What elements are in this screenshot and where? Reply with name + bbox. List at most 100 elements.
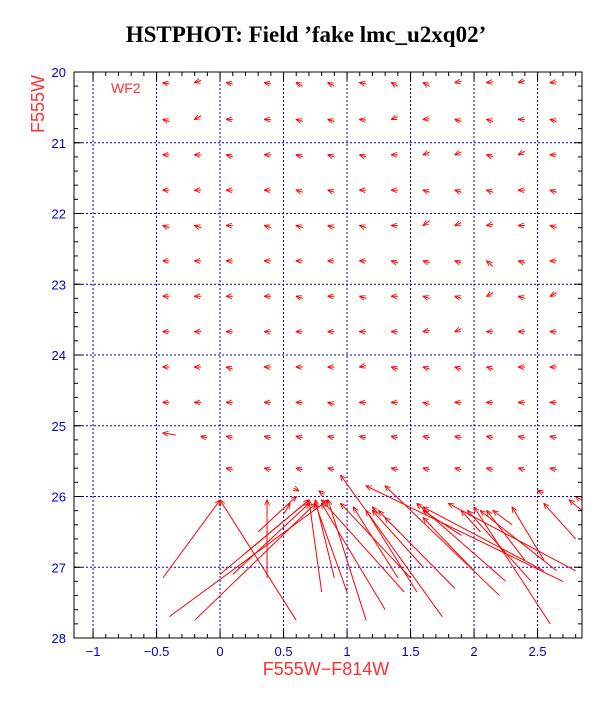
vector-arrow — [226, 83, 233, 84]
vector-arrow — [163, 119, 170, 121]
vector-arrow — [315, 504, 348, 593]
vector-arrow — [423, 330, 430, 331]
vector-arrow — [265, 83, 271, 84]
grid-lines — [74, 72, 582, 638]
vector-arrow — [455, 296, 462, 298]
vector-arrow — [366, 486, 564, 582]
vector-arrow — [569, 500, 582, 512]
x-tick-label: 0 — [216, 644, 223, 659]
vector-arrow — [360, 436, 367, 437]
vector-arrow — [487, 511, 526, 561]
vector-arrow — [201, 436, 208, 437]
vector-arrow — [162, 500, 220, 579]
vector-arrow — [283, 504, 290, 515]
vector-arrow — [423, 511, 462, 536]
vector-arrow — [296, 436, 303, 437]
vector-arrow — [455, 329, 462, 332]
vector-arrow — [294, 488, 299, 491]
vector-arrow — [328, 402, 335, 404]
vector-arrow — [550, 226, 557, 228]
vector-arrow — [392, 261, 399, 263]
vector-arrow — [392, 436, 398, 437]
vector-arrow — [328, 119, 335, 121]
vector-arrow — [423, 507, 545, 572]
vector-arrow — [379, 511, 386, 519]
vector-arrow — [296, 119, 303, 121]
vector-arrow — [322, 500, 405, 593]
y-tick-label: 24 — [52, 348, 66, 363]
y-tick-label: 26 — [52, 490, 66, 505]
chart-title: HSTPHOT: Field ’fake lmc_u2xq02’ — [125, 22, 487, 47]
x-tick-label: 0.5 — [275, 644, 293, 659]
vector-arrow — [360, 83, 367, 84]
vector-arrow — [423, 402, 430, 404]
vector-arrow — [455, 468, 462, 469]
vector-arrow — [353, 507, 399, 579]
vector-arrow — [423, 221, 430, 226]
vector-arrow — [487, 367, 494, 369]
y-tick-label: 23 — [52, 277, 66, 292]
vector-arrow — [550, 468, 557, 469]
vector-arrow — [512, 507, 545, 561]
vector-arrow — [360, 226, 367, 228]
vector-arrow — [392, 117, 399, 120]
vector-arrow — [360, 366, 367, 367]
vector-arrow — [582, 151, 588, 155]
vector-arrow — [455, 223, 462, 226]
vector-arrow — [519, 468, 525, 469]
vector-arrow — [265, 436, 271, 437]
vector-arrow — [487, 155, 494, 157]
x-axis-title: F555W−F814W — [263, 659, 390, 679]
vector-arrow — [328, 155, 335, 157]
vector-arrow — [372, 511, 424, 568]
vector-arrow — [487, 82, 494, 83]
vector-arrow — [550, 293, 557, 297]
vector-arrow — [265, 468, 271, 469]
x-tick-label: 1.5 — [402, 644, 420, 659]
vector-arrow — [360, 155, 367, 157]
y-axis-title: F555W — [28, 75, 48, 133]
vector-arrow — [474, 507, 551, 625]
vector-arrow — [487, 436, 494, 437]
vector-arrow — [519, 151, 526, 155]
vector-arrow — [423, 261, 430, 263]
vector-arrow — [366, 511, 418, 593]
vector-arrow — [341, 504, 411, 579]
vector-arrow — [455, 436, 462, 437]
vector-arrow — [461, 511, 481, 533]
vector-arrow — [328, 83, 335, 87]
vector-arrow — [296, 226, 303, 228]
vector-arrow — [519, 436, 525, 437]
vector-arrow — [487, 468, 494, 469]
vector-arrow — [392, 83, 399, 87]
vector-arrow — [296, 468, 303, 469]
vector-arrow — [163, 433, 176, 435]
vector-arrow — [226, 155, 233, 157]
vector-arrow — [423, 436, 430, 437]
vector-arrow — [423, 367, 430, 369]
vector-arrow — [519, 80, 526, 82]
vector-layer — [162, 80, 588, 625]
vector-arrow — [455, 190, 462, 192]
vector-arrow — [168, 500, 328, 618]
vector-arrow — [487, 224, 494, 225]
x-tick-label: 1 — [343, 644, 350, 659]
vector-arrow — [582, 436, 588, 437]
vector-arrow — [576, 497, 582, 501]
vector-arrow — [226, 468, 233, 469]
vector-arrow — [360, 296, 367, 298]
vector-arrow — [163, 83, 170, 84]
vector-arrow — [480, 511, 557, 572]
vector-arrow — [296, 296, 303, 298]
vector-arrow — [423, 83, 430, 87]
vector-arrow — [519, 261, 526, 263]
vector-arrow — [582, 465, 588, 469]
x-tick-label: 2.5 — [529, 644, 547, 659]
vector-arrow — [423, 152, 430, 155]
vector-arrow — [455, 119, 462, 121]
x-tick-label: −1 — [86, 644, 101, 659]
vector-arrow — [487, 190, 494, 192]
vector-arrow — [487, 293, 494, 297]
vector-arrow — [385, 518, 456, 589]
vector-arrow — [163, 226, 170, 228]
